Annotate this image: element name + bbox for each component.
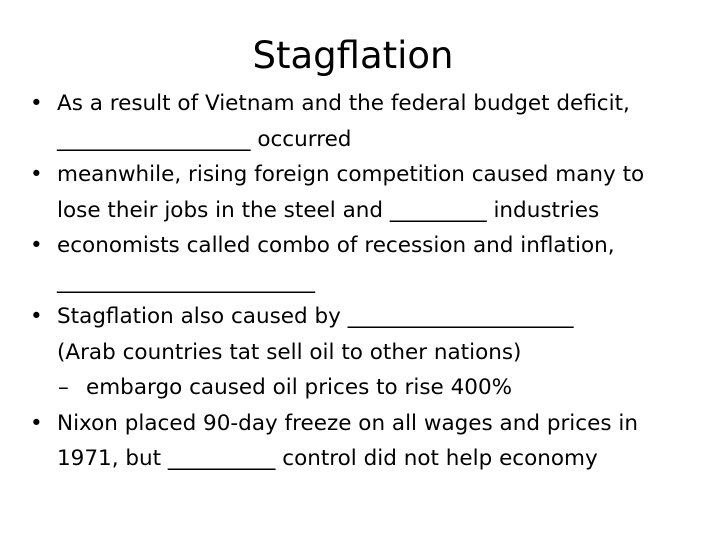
bullet-line: 1971, but __________ control did not hel… <box>57 446 598 471</box>
bullet-item: • economists called combo of recession a… <box>30 228 710 299</box>
bullet-line: (Arab countries tat sell oil to other na… <box>57 339 522 365</box>
bullet-icon: • <box>30 233 43 258</box>
bullet-icon: • <box>30 304 43 329</box>
bullet-line: lose their jobs in the steel and _______… <box>57 197 600 223</box>
sub-bullet-item: – embargo caused oil prices to rise 400% <box>30 370 710 406</box>
bullet-line: As a result of Vietnam and the federal b… <box>57 91 630 116</box>
bullet-line: ________________________ <box>57 268 315 294</box>
bullet-icon: • <box>30 91 43 116</box>
bullet-item: • As a result of Vietnam and the federal… <box>30 86 710 157</box>
bullet-item: • Stagflation also caused by ___________… <box>30 299 710 370</box>
bullet-line: Stagflation also caused by _____________… <box>57 304 574 329</box>
bullet-item: • meanwhile, rising foreign competition … <box>30 157 710 228</box>
bullet-icon: • <box>30 162 43 187</box>
bullet-list: • As a result of Vietnam and the federal… <box>30 86 710 477</box>
bullet-line: Nixon placed 90-day freeze on all wages … <box>57 410 638 436</box>
sub-bullet-line: embargo caused oil prices to rise 400% <box>86 375 513 400</box>
bullet-line: economists called combo of recession and… <box>57 233 615 258</box>
bullet-item: • Nixon placed 90-day freeze on all wage… <box>30 406 710 477</box>
slide-title: Stagflation <box>252 34 454 77</box>
bullet-icon: • <box>30 410 43 436</box>
bullet-line: meanwhile, rising foreign competition ca… <box>57 162 645 187</box>
dash-icon: – <box>58 375 69 400</box>
bullet-line: __________________ occurred <box>57 126 352 152</box>
